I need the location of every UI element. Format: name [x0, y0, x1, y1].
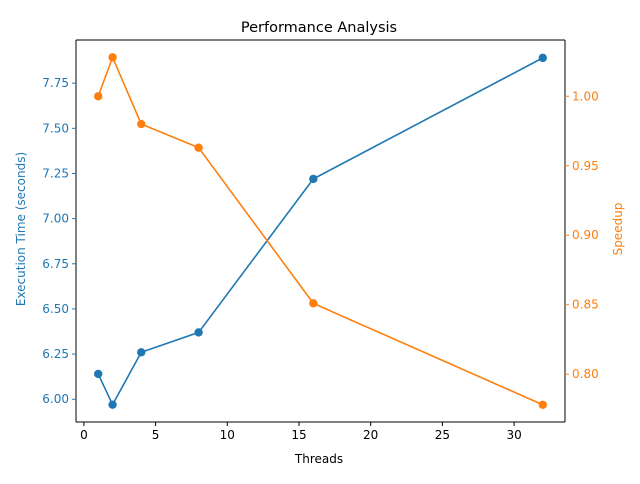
- y-left-tick-label: 6.50: [42, 302, 69, 316]
- y-axis-label-left: Execution Time (seconds): [14, 152, 28, 306]
- x-tick-label: 15: [291, 428, 306, 442]
- speedup-data-point: [309, 299, 318, 308]
- y-left-tick-label: 6.75: [42, 257, 69, 271]
- plot-area: 0 5 10 15 20 25 30 6.00 6.25 6.50 6.75 7.00 7.25 7.50…: [42, 39, 599, 442]
- speedup-series-line: [97, 55, 544, 406]
- speedup-data-point: [94, 92, 103, 101]
- execution-time-data-point: [137, 348, 146, 357]
- speedup-data-point: [108, 53, 117, 62]
- execution-time-data-point: [538, 53, 547, 63]
- speedup-data-point: [194, 143, 203, 152]
- x-tick-label: 25: [435, 428, 450, 442]
- y-left-tick-label: 7.75: [42, 76, 69, 90]
- execution-time-series-line: [97, 57, 544, 407]
- y-right-tick-label: 0.95: [572, 159, 599, 173]
- y-right-tick-label: 0.90: [572, 228, 599, 242]
- speedup-data-point: [137, 119, 146, 129]
- y-right-tick-label: 0.85: [572, 298, 599, 312]
- x-tick-label: 20: [363, 428, 378, 442]
- execution-time-data-point: [309, 174, 318, 184]
- speedup-data-point: [538, 400, 547, 409]
- chart-title: Performance Analysis: [241, 20, 397, 36]
- x-tick-label: 10: [220, 428, 235, 442]
- y-right-tick-label: 1.00: [572, 89, 599, 103]
- execution-time-data-point: [94, 369, 103, 379]
- y-right-tick-label: 0.80: [572, 367, 599, 381]
- y-axis-label-right: Speedup: [611, 203, 625, 256]
- y-left-tick-label: 7.00: [42, 212, 69, 226]
- x-tick-label: 5: [152, 428, 160, 442]
- y-left-tick-label: 6.25: [42, 347, 69, 361]
- y-left-tick-label: 6.00: [42, 392, 69, 406]
- execution-time-data-point: [194, 328, 203, 337]
- x-tick-label: 0: [80, 428, 88, 442]
- execution-time-data-point: [108, 400, 117, 409]
- y-left-tick-label: 7.25: [42, 166, 69, 180]
- y-left-tick-label: 7.50: [42, 121, 69, 135]
- x-tick-label: 30: [506, 428, 521, 442]
- x-axis-label: Threads: [294, 452, 343, 466]
